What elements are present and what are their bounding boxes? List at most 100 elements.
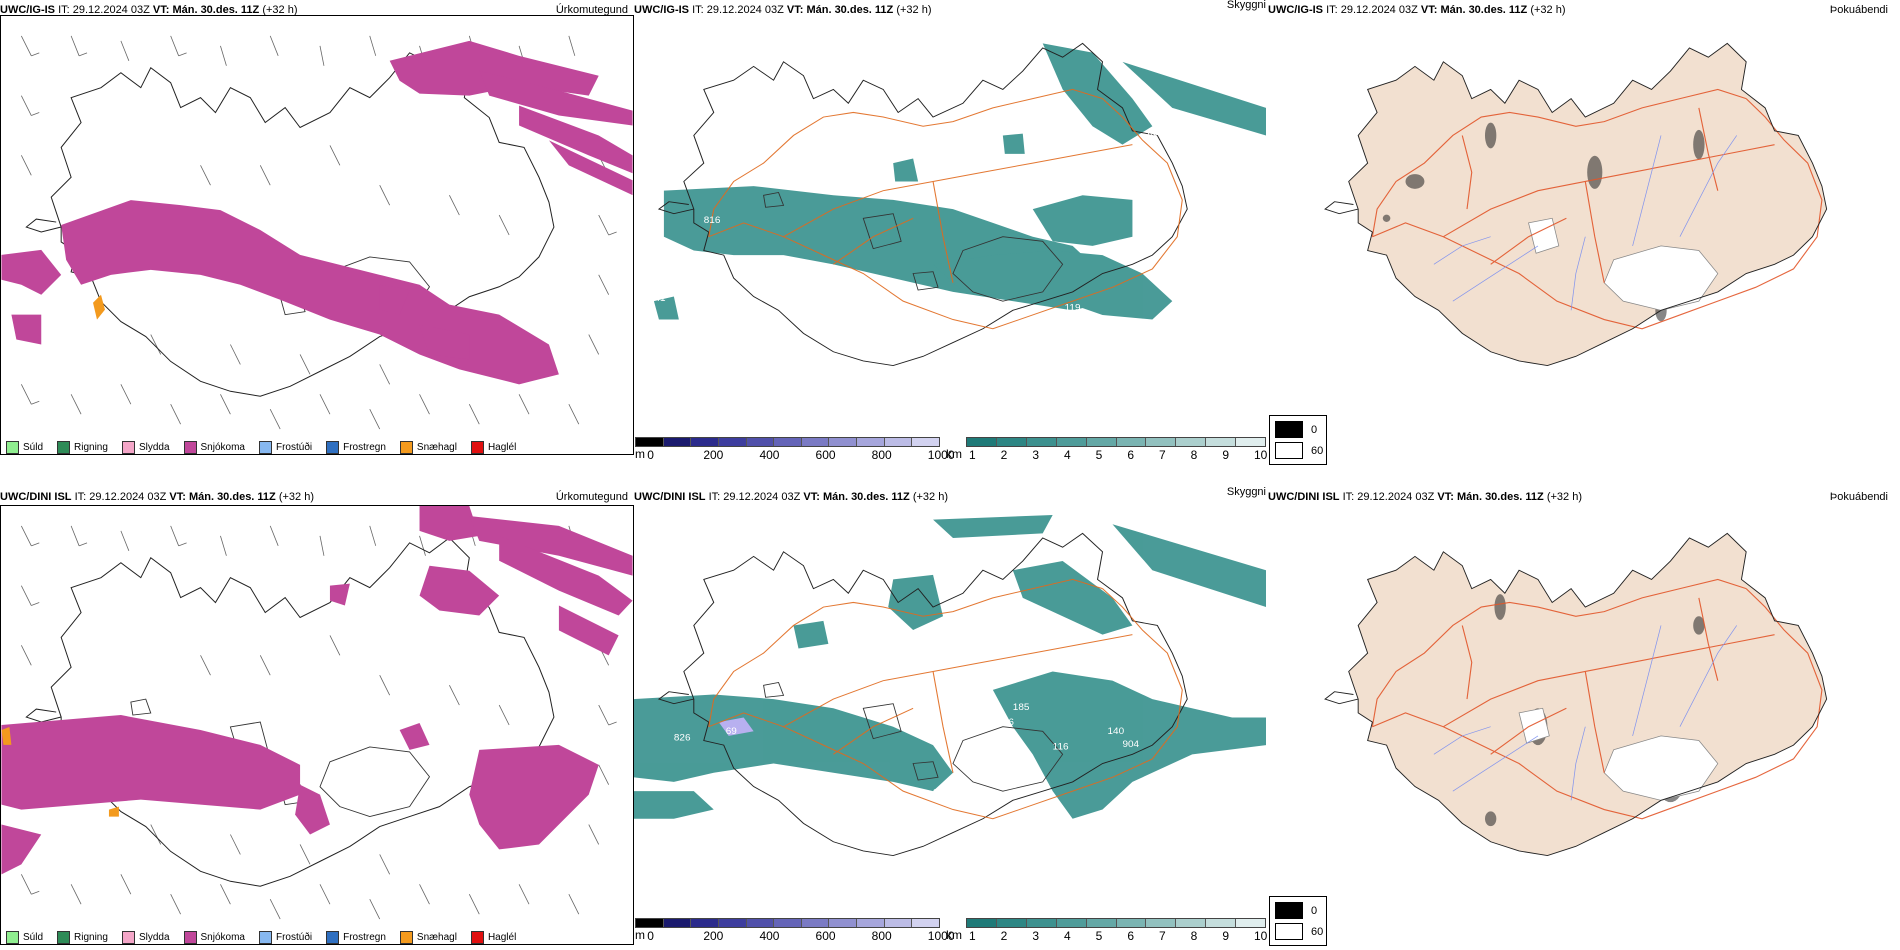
bar-tick-label: 0 xyxy=(647,448,654,462)
bar-cell xyxy=(718,438,747,446)
precip-legend: Súld Rigning Slydda Snjókoma Frostúði Fr… xyxy=(6,931,530,944)
bar-tick-label: 6 xyxy=(1127,448,1135,462)
vis-label: 119 xyxy=(1065,303,1081,314)
elevation-bar-cells xyxy=(635,437,940,447)
legend-item-rigning: Rigning xyxy=(57,441,108,454)
visibility-unit: km xyxy=(946,928,962,942)
bar-cell xyxy=(884,438,913,446)
bar-cell xyxy=(636,438,664,446)
visibility-bar-cells xyxy=(966,918,1266,928)
bar-cell xyxy=(1056,438,1087,446)
bar-cell xyxy=(1086,438,1117,446)
bar-cell xyxy=(1206,919,1237,927)
bar-tick-label: 400 xyxy=(759,448,780,462)
elevation-bar-cells xyxy=(635,918,940,928)
it-value: 29.12.2024 03Z xyxy=(1340,4,1418,16)
bar-tick-label: 1 xyxy=(969,448,976,462)
low-visibility-areas xyxy=(634,515,1266,819)
bar-cell xyxy=(1236,919,1266,927)
bar-tick-label: 9 xyxy=(1222,929,1230,943)
elevation-unit: m xyxy=(635,447,645,461)
bar-cell xyxy=(857,919,885,927)
fog-white-areas xyxy=(1528,217,1719,311)
panel-title: Úrkomutegund xyxy=(555,4,628,16)
snow-areas xyxy=(1,40,633,385)
panel-title: Þokuábendi xyxy=(1829,4,1888,16)
vt-value: Mán. 30.des. 11Z xyxy=(172,4,260,16)
bar-cell xyxy=(1026,919,1057,927)
fog-white-areas xyxy=(1518,707,1719,801)
vt-value: Mán. 30.des. 11Z xyxy=(806,4,894,16)
bar-tick-label: 3 xyxy=(1032,448,1040,462)
it-label: IT: xyxy=(1342,491,1355,503)
bar-tick-label: 400 xyxy=(759,929,780,943)
legend-item-slydda: Slydda xyxy=(121,441,170,454)
it-label: IT: xyxy=(708,491,721,503)
elevation-unit: m xyxy=(635,928,645,942)
bar-cell xyxy=(967,919,997,927)
visibility-map: 826 808 69 185 56 140 116 904 300 22 xyxy=(634,515,1266,857)
low-visibility-areas xyxy=(653,43,1266,320)
bar-cell xyxy=(746,919,775,927)
row1-precip-panel: UWC/IG-IS IT: 29.12.2024 03Z VT: Mán. 30… xyxy=(0,0,634,470)
bar-cell xyxy=(1236,438,1266,446)
vis-label: 827 xyxy=(649,247,666,258)
elevation-bar: 0 200 400 600 800 1000 m xyxy=(635,918,955,944)
bar-tick-label: 7 xyxy=(1159,929,1166,943)
row1-fog-panel: UWC/IG-IS IT: 29.12.2024 03Z VT: Mán. 30… xyxy=(1268,0,1900,470)
bar-tick-label: 8 xyxy=(1190,929,1198,943)
bar-cell xyxy=(967,438,997,446)
bar-cell xyxy=(1146,438,1177,446)
bar-cell xyxy=(1056,919,1087,927)
row2-fog-panel: UWC/DINI ISL IT: 29.12.2024 03Z VT: Mán.… xyxy=(1268,490,1900,950)
precip-legend: Súld Rigning Slydda Snjókoma Frostúði Fr… xyxy=(6,441,530,454)
bar-cell xyxy=(912,438,940,446)
bar-tick-label: 800 xyxy=(871,448,892,462)
bar-cell xyxy=(1206,438,1237,446)
panel-header: UWC/DINI ISL IT: 29.12.2024 03Z VT: Mán.… xyxy=(634,487,948,507)
bar-tick-label: 8 xyxy=(1190,448,1198,462)
vis-label: 140 xyxy=(1108,726,1125,737)
it-label: IT: xyxy=(1326,4,1338,16)
lead-time: (+32 h) xyxy=(278,491,315,503)
panel-title: Þokuábendi xyxy=(1829,491,1888,503)
fog-legend: 0 60 xyxy=(1269,896,1327,946)
vis-label: 22 xyxy=(1145,598,1156,609)
bar-tick-label: 3 xyxy=(1032,929,1040,943)
vis-label: 300 xyxy=(933,788,950,799)
bar-cell xyxy=(663,438,692,446)
bar-tick-label: 2 xyxy=(1000,929,1008,943)
bar-cell xyxy=(1176,438,1207,446)
lead-time: (+32 h) xyxy=(1530,4,1566,16)
bar-tick-label: 1000 xyxy=(927,929,955,943)
bar-tick-label: 5 xyxy=(1095,448,1103,462)
vis-label: 69 xyxy=(726,726,737,737)
lead-time: (+32 h) xyxy=(262,4,298,16)
vt-value: Mán. 30.des. 11Z xyxy=(188,491,276,503)
panel-header: UWC/DINI ISL IT: 29.12.2024 03Z VT: Mán.… xyxy=(1268,487,1582,507)
vt-label: VT: xyxy=(786,4,804,16)
bar-tick-label: 600 xyxy=(815,448,836,462)
vt-label: VT: xyxy=(1437,491,1454,503)
vis-label: 816 xyxy=(704,215,721,226)
model-name: UWC/DINI ISL xyxy=(0,491,72,503)
bar-tick-label: 4 xyxy=(1064,929,1071,943)
bar-tick-label: 1 xyxy=(969,929,976,943)
bar-cell xyxy=(829,438,858,446)
bar-tick-label: 9 xyxy=(1222,448,1230,462)
it-value: 29.12.2024 03Z xyxy=(723,491,801,503)
bar-tick-label: 6 xyxy=(1127,929,1135,943)
legend-item-rigning: Rigning xyxy=(57,931,108,944)
row2-precip-panel: UWC/DINI ISL IT: 29.12.2024 03Z VT: Mán.… xyxy=(0,490,634,950)
bar-cell xyxy=(996,919,1027,927)
row1-visibility-panel: UWC/IG-IS IT: 29.12.2024 03Z VT: Mán. 30… xyxy=(634,0,1327,470)
panel-header: UWC/IG-IS IT: 29.12.2024 03Z VT: Mán. 30… xyxy=(634,0,932,20)
precip-map xyxy=(0,15,634,455)
legend-item-snjokoma: Snjókoma xyxy=(183,931,245,944)
panel-header: UWC/IG-IS IT: 29.12.2024 03Z VT: Mán. 30… xyxy=(1268,0,1566,20)
vt-label: VT: xyxy=(169,491,186,503)
bar-tick-label: 10 xyxy=(1254,929,1268,943)
it-value: 29.12.2024 03Z xyxy=(706,4,784,16)
visibility-unit: km xyxy=(946,447,962,461)
model-name: UWC/IG-IS xyxy=(1268,4,1323,16)
